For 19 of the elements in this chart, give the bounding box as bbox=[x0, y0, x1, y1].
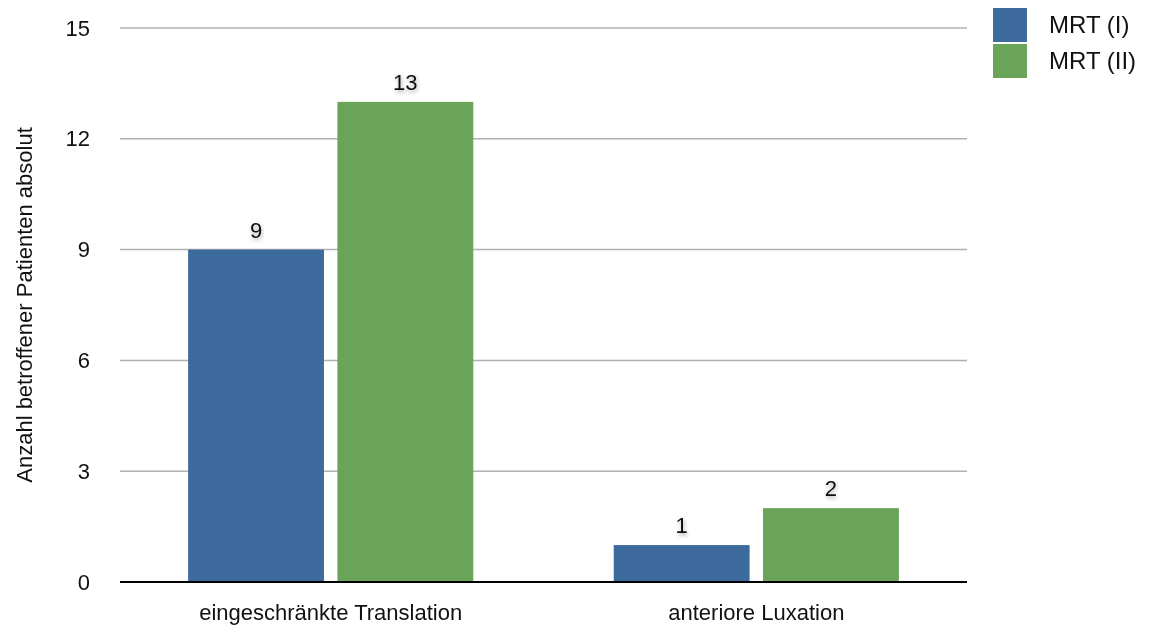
y-tick-label: 9 bbox=[77, 237, 90, 263]
y-tick-label: 0 bbox=[77, 569, 90, 595]
bar bbox=[188, 249, 324, 582]
bar bbox=[613, 545, 750, 582]
legend-label: MRT (I) bbox=[1049, 11, 1130, 38]
bar bbox=[337, 101, 474, 582]
bar bbox=[763, 508, 899, 582]
legend-label: MRT (II) bbox=[1049, 47, 1137, 74]
y-tick-label: 12 bbox=[65, 126, 90, 152]
y-axis-title: Anzahl betroffener Patienten absolut bbox=[12, 127, 37, 483]
x-tick-label: anteriore Luxation bbox=[668, 600, 845, 625]
data-label: 1 bbox=[675, 513, 688, 539]
y-tick-label: 6 bbox=[77, 347, 90, 373]
y-tick-label: 15 bbox=[65, 15, 90, 41]
data-label: 2 bbox=[824, 476, 838, 502]
data-label: 9 bbox=[249, 217, 263, 243]
x-tick-label: eingeschränkte Translation bbox=[199, 600, 463, 625]
data-label: 13 bbox=[393, 69, 418, 95]
y-tick-label: 3 bbox=[77, 458, 90, 484]
